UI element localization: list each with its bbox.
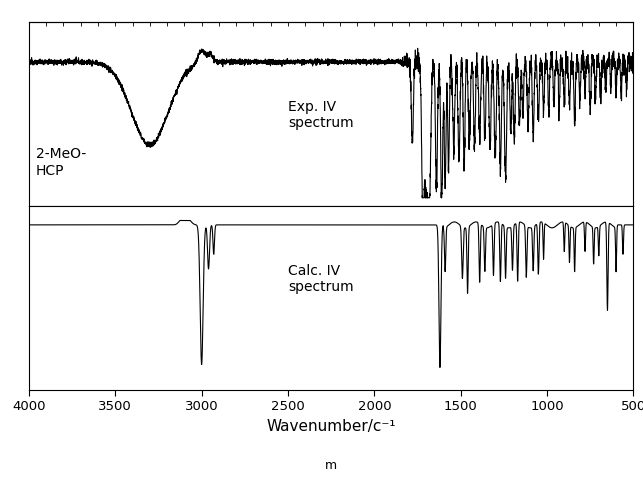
X-axis label: Wavenumber/c⁻¹: Wavenumber/c⁻¹ — [266, 418, 396, 433]
Text: m: m — [325, 459, 337, 471]
Text: Exp. IV
spectrum: Exp. IV spectrum — [288, 99, 354, 130]
Text: 2-MeO-
HCP: 2-MeO- HCP — [36, 148, 86, 178]
Text: Calc. IV
spectrum: Calc. IV spectrum — [288, 264, 354, 295]
